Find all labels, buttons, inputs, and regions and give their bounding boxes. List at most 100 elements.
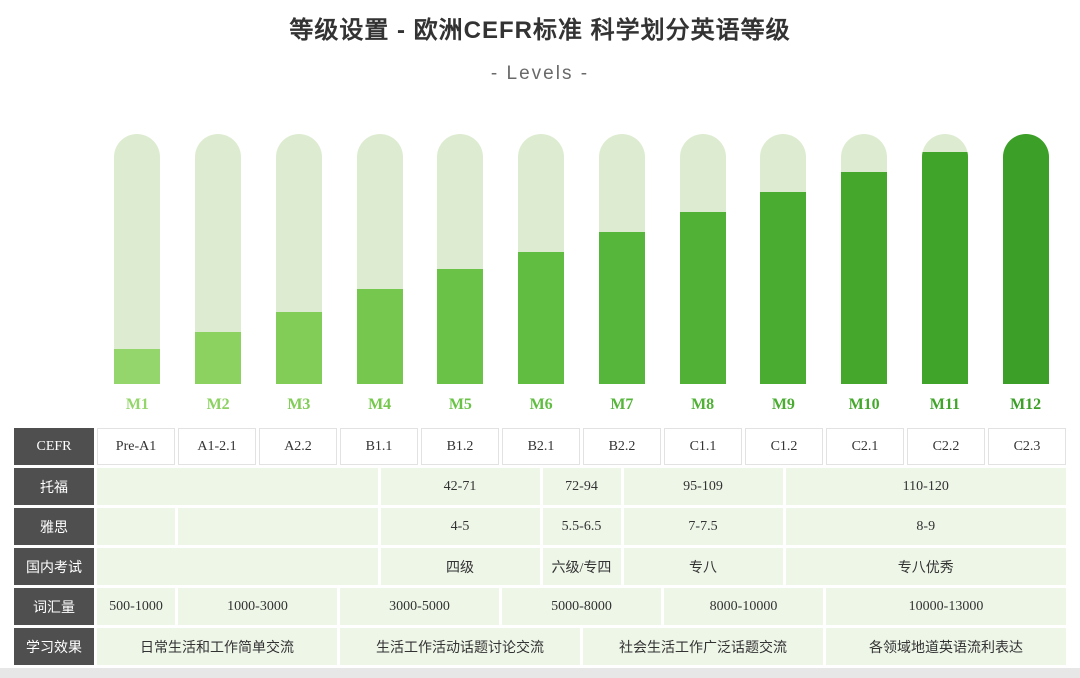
table-cell: B1.2: [421, 428, 499, 465]
bar-track: [275, 134, 322, 384]
table-cell: [97, 548, 378, 585]
bar-label: M7: [610, 396, 634, 413]
table-row-domestic-exam: 国内考试 四级 六级/专四 专八 专八优秀: [14, 548, 1066, 585]
table-row-vocabulary: 词汇量 500-1000 1000-3000 3000-5000 5000-8000 80…: [14, 588, 1066, 625]
table-cell: 3000-5000: [340, 588, 499, 625]
table-cell: 日常生活和工作简单交流: [97, 628, 337, 665]
table-cell: 110-120: [785, 468, 1066, 505]
table-cell: Pre-A1: [97, 428, 175, 465]
level-column-m7: M7: [582, 134, 663, 414]
bar-label: M6: [529, 396, 553, 413]
bar-track: [356, 134, 403, 384]
table-cell: B1.1: [340, 428, 418, 465]
table-cell: 社会生活工作广泛话题交流: [583, 628, 823, 665]
levels-table: CEFR Pre-A1 A1-2.1 A2.2 B1.1 B1.2 B2.1 B2.2 C1.1…: [14, 428, 1066, 665]
row-header-toefl: 托福: [14, 468, 94, 505]
bar-fill: [921, 151, 968, 384]
bar-track: [598, 134, 645, 384]
bar-label: M8: [691, 396, 715, 413]
table-cell: 72-94: [542, 468, 621, 505]
table-cell: [97, 508, 175, 545]
table-cell: 5000-8000: [502, 588, 661, 625]
table-cell: 10000-13000: [826, 588, 1066, 625]
bar-fill: [1002, 134, 1049, 384]
bar-fill: [518, 251, 565, 384]
bar-fill: [841, 171, 888, 384]
table-cell: 8-9: [785, 508, 1066, 545]
bar-label: M9: [771, 396, 795, 413]
table-cell: 生活工作活动话题讨论交流: [340, 628, 580, 665]
bar-fill: [114, 349, 161, 384]
bar-fill: [195, 331, 242, 384]
table-row-ielts: 雅思 4-5 5.5-6.5 7-7.5 8-9: [14, 508, 1066, 545]
bar-label: M4: [368, 396, 392, 413]
row-header-vocabulary: 词汇量: [14, 588, 94, 625]
levels-chart: M1 M2 M3 M4 M5 M6 M7 M8 M9 M10 M11 M12: [97, 134, 1066, 414]
table-cell: 95-109: [623, 468, 783, 505]
bar-label: M2: [206, 396, 230, 413]
table-cell: 5.5-6.5: [542, 508, 621, 545]
level-column-m6: M6: [501, 134, 582, 414]
table-cell: B2.1: [502, 428, 580, 465]
table-cell: 7-7.5: [623, 508, 783, 545]
table-row-cefr: CEFR Pre-A1 A1-2.1 A2.2 B1.1 B1.2 B2.1 B2.2 C1.1…: [14, 428, 1066, 465]
level-column-m8: M8: [662, 134, 743, 414]
bar-fill: [275, 311, 322, 384]
table-cell: C1.2: [745, 428, 823, 465]
table-cell: A2.2: [259, 428, 337, 465]
bar-track: [841, 134, 888, 384]
bar-track: [760, 134, 807, 384]
table-row-toefl: 托福 42-71 72-94 95-109 110-120: [14, 468, 1066, 505]
row-header-domestic-exam: 国内考试: [14, 548, 94, 585]
level-column-m4: M4: [339, 134, 420, 414]
bar-label: M11: [929, 396, 960, 413]
level-column-m10: M10: [824, 134, 905, 414]
row-header-cefr: CEFR: [14, 428, 94, 465]
page-header: 等级设置 - 欧洲CEFR标准 科学划分英语等级 - Levels -: [0, 0, 1080, 86]
page-title: 等级设置 - 欧洲CEFR标准 科学划分英语等级: [289, 17, 791, 44]
table-cell: C1.1: [664, 428, 742, 465]
table-cell: 42-71: [380, 468, 540, 505]
level-column-m5: M5: [420, 134, 501, 414]
table-row-learning-outcome: 学习效果 日常生活和工作简单交流 生活工作活动话题讨论交流 社会生活工作广泛话题交流各…: [14, 628, 1066, 665]
table-cell: [97, 468, 378, 505]
page-subtitle: - Levels -: [490, 63, 590, 84]
bar-fill: [679, 211, 726, 384]
bar-label: M10: [848, 396, 880, 413]
bar-label: M3: [287, 396, 311, 413]
bar-track: [518, 134, 565, 384]
level-column-m12: M12: [985, 134, 1066, 414]
table-cell: A1-2.1: [178, 428, 256, 465]
bar-track: [679, 134, 726, 384]
table-cell: 各领域地道英语流利表达: [826, 628, 1066, 665]
table-cell: 专八: [623, 548, 783, 585]
level-column-m3: M3: [259, 134, 340, 414]
level-column-m1: M1: [97, 134, 178, 414]
bar-label: M12: [1010, 396, 1042, 413]
bar-track: [437, 134, 484, 384]
level-column-m9: M9: [743, 134, 824, 414]
table-cell: C2.1: [826, 428, 904, 465]
table-cell: 4-5: [380, 508, 540, 545]
bar-track: [1002, 134, 1049, 384]
table-cell: B2.2: [583, 428, 661, 465]
bar-fill: [356, 289, 403, 384]
table-cell: 六级/专四: [542, 548, 621, 585]
bar-label: M5: [448, 396, 472, 413]
bar-label: M1: [125, 396, 149, 413]
table-cell: C2.2: [907, 428, 985, 465]
table-cell: 8000-10000: [664, 588, 823, 625]
bar-fill: [760, 191, 807, 384]
bar-track: [114, 134, 161, 384]
row-header-ielts: 雅思: [14, 508, 94, 545]
bar-track: [195, 134, 242, 384]
bottom-section-edge: [0, 668, 1080, 678]
table-cell: [178, 508, 378, 545]
bar-track: [921, 134, 968, 384]
table-cell: 专八优秀: [785, 548, 1066, 585]
table-cell: C2.3: [988, 428, 1066, 465]
table-cell: 四级: [380, 548, 540, 585]
table-cell: 1000-3000: [178, 588, 337, 625]
bar-fill: [598, 231, 645, 384]
